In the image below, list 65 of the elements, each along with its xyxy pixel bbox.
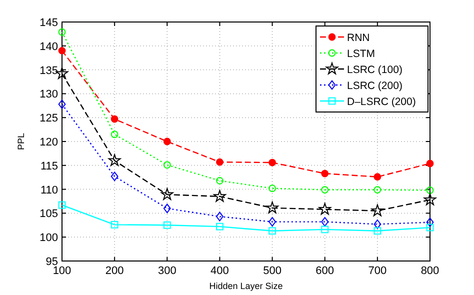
point: [266, 201, 278, 214]
point: [110, 220, 118, 228]
point: [163, 204, 171, 214]
point: [318, 202, 332, 215]
x-tick-label: 400: [210, 265, 229, 277]
legend-label: RNN: [347, 32, 370, 44]
point: [374, 227, 382, 235]
point: [214, 190, 226, 202]
legend-label: LSTM: [347, 48, 376, 60]
point: [321, 186, 329, 194]
point: [216, 176, 224, 184]
point: [160, 188, 174, 200]
point: [371, 204, 384, 216]
point: [321, 170, 329, 178]
point: [426, 224, 434, 232]
y-tick-label: 100: [40, 232, 58, 244]
point: [110, 172, 118, 182]
y-tick-label: 135: [40, 64, 58, 77]
point: [424, 193, 436, 206]
point: [216, 222, 224, 230]
point: [268, 158, 276, 166]
x-tick-label: 200: [105, 265, 124, 277]
point: [268, 184, 276, 192]
point: [58, 28, 66, 36]
point: [108, 154, 121, 166]
y-tick-label: 110: [40, 184, 58, 196]
point: [426, 186, 434, 194]
point: [374, 186, 382, 194]
point: [163, 161, 171, 169]
y-tick-label: 125: [40, 112, 58, 125]
point: [163, 138, 171, 146]
point: [374, 219, 382, 229]
point: [426, 160, 434, 168]
y-tick-label: 105: [40, 208, 58, 220]
point: [268, 217, 276, 227]
point: [58, 201, 66, 209]
y-tick-label: 140: [40, 40, 58, 53]
point: [216, 158, 224, 166]
point: [321, 226, 329, 234]
y-tick-label: 130: [40, 88, 58, 101]
point: [374, 173, 382, 181]
point: [426, 218, 434, 227]
x-tick-label: 100: [52, 265, 72, 277]
legend-label: LSRC (200): [347, 80, 402, 92]
x-tick-label: 500: [263, 265, 282, 277]
y-tick-label: 115: [40, 160, 58, 172]
x-tick-label: 800: [420, 265, 440, 277]
point: [321, 217, 329, 227]
point: [58, 46, 66, 54]
x-tick-label: 600: [316, 265, 334, 277]
x-tick-label: 700: [368, 265, 387, 277]
point: [163, 221, 171, 229]
point: [216, 212, 224, 222]
point: [110, 115, 118, 123]
legend-label: LSRC (100): [347, 64, 402, 76]
y-tick-label: 120: [40, 136, 58, 148]
point: [110, 130, 118, 138]
x-axis-title: Hidden Layer Size: [209, 281, 283, 291]
point: [268, 227, 276, 235]
point: [56, 67, 68, 79]
point: [58, 100, 66, 109]
y-tick-label: 145: [40, 17, 58, 29]
x-tick-label: 300: [158, 265, 176, 277]
y-axis-title: PPL: [16, 132, 26, 150]
legend-label: D–LSRC (200): [347, 96, 416, 108]
